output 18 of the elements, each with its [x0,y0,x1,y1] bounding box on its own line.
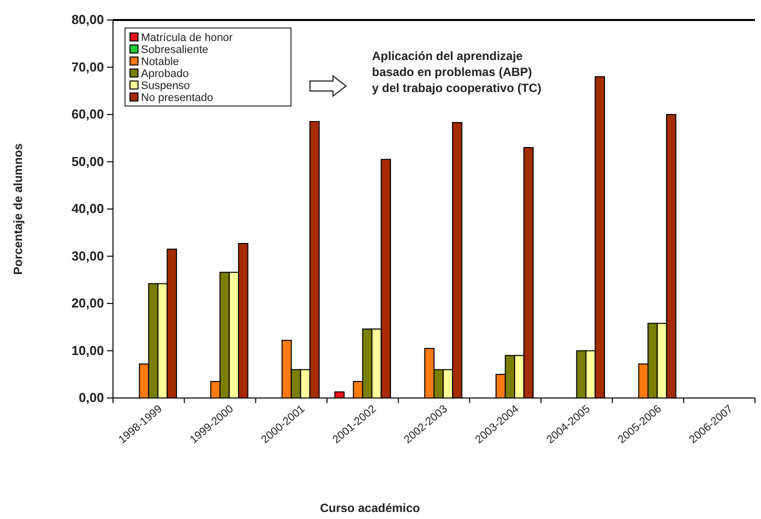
y-tick-label: 20,00 [71,296,104,311]
legend-label: Suspenso [141,80,190,92]
y-axis-title: Porcentaje de alumnos [11,142,25,275]
legend-label: Notable [141,56,179,68]
y-tick-label: 50,00 [71,154,104,169]
y-tick-label: 40,00 [71,201,104,216]
annotation: Aplicación del aprendizaje basado en problemas (ABP) y del trabajo cooperativo (TC) [372,49,542,95]
legend-label: No presentado [141,92,214,104]
y-tick-label: 0,00 [78,390,104,406]
y-tick-label: 70,00 [71,59,104,74]
y-tick-label: 30,00 [71,248,104,264]
y-tick-label: 10,00 [71,342,104,358]
y-tick-label: 80,00 [71,12,104,28]
legend-label: Matrícula de honor [141,32,234,44]
legend-label: Sobresaliente [141,44,208,56]
legend-label: Aprobado [141,68,189,80]
y-tick-label: 60,00 [71,106,104,122]
x-axis-title: Curso académico [320,501,420,515]
